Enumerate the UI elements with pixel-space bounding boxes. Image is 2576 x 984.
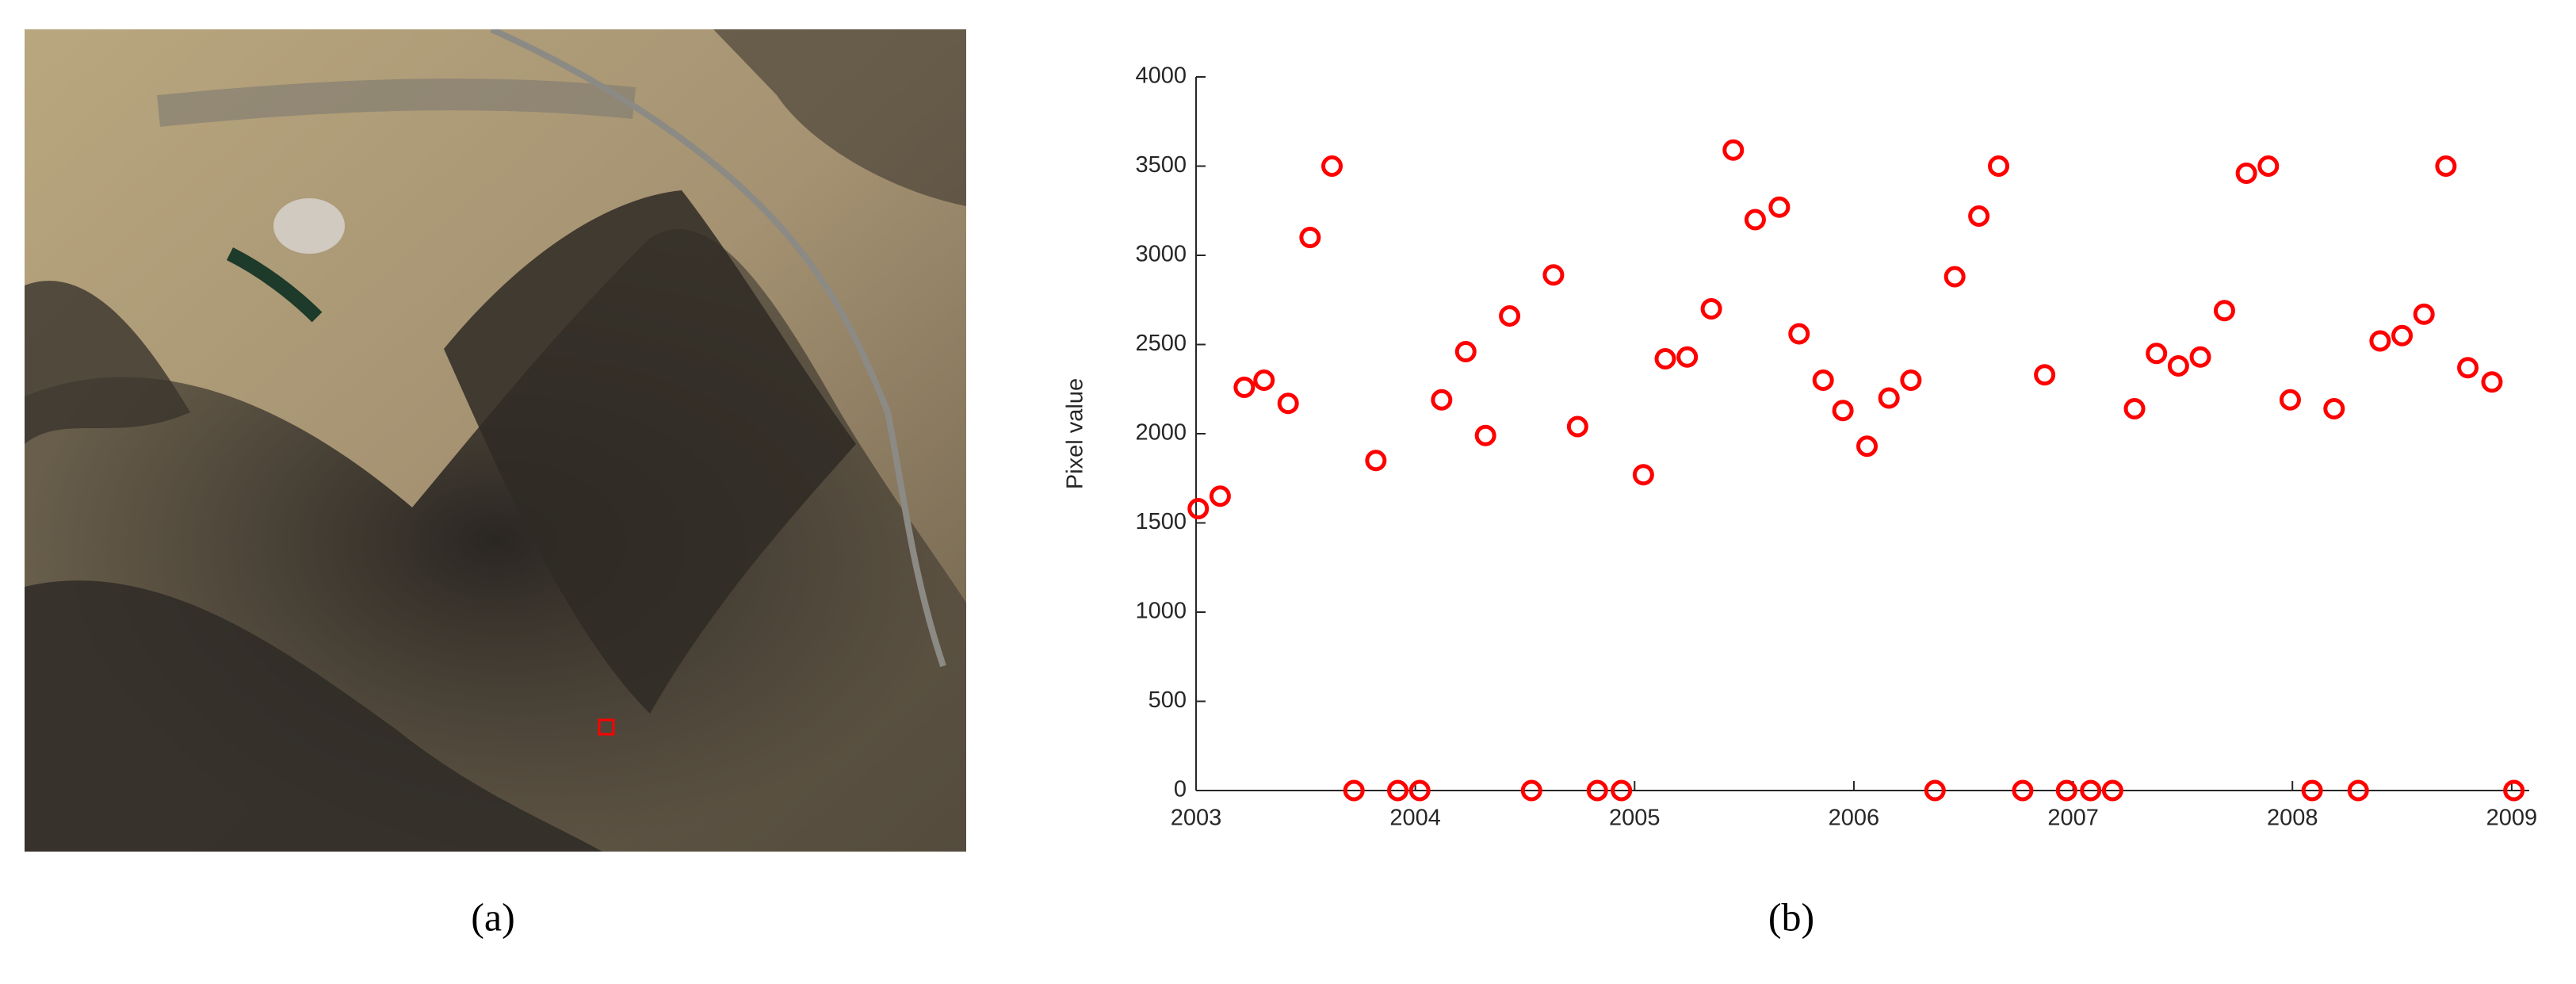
x-tick-label: 2009	[2486, 806, 2538, 831]
data-point	[1812, 369, 1834, 391]
data-point	[2347, 779, 2369, 802]
data-point	[1299, 227, 1321, 248]
data-point	[1988, 155, 2010, 177]
data-point	[1474, 424, 1496, 446]
data-point	[2235, 163, 2257, 184]
data-point	[1832, 400, 1854, 422]
data-point	[2257, 155, 2280, 177]
data-point	[1365, 450, 1387, 472]
data-point	[1943, 266, 1966, 288]
y-axis-label: Pixel value	[1063, 378, 1088, 489]
data-point	[2123, 398, 2146, 419]
panel-label: (b)	[1768, 894, 1814, 939]
data-point	[2481, 371, 2503, 393]
x-tick-label: 2005	[1609, 806, 1661, 831]
data-point	[1187, 498, 1210, 519]
x-tick-label: 2003	[1171, 806, 1222, 831]
satellite-image	[25, 29, 966, 852]
data-point	[1542, 264, 1565, 286]
data-point	[2189, 346, 2211, 368]
data-point	[1321, 155, 1343, 177]
data-point	[2012, 779, 2034, 802]
data-point	[1431, 389, 1453, 411]
panel-label: (a)	[471, 894, 515, 939]
data-point	[2457, 357, 2479, 379]
data-point	[1654, 348, 1676, 369]
data-point	[2301, 779, 2323, 802]
data-point	[1277, 392, 1299, 415]
data-point	[1343, 779, 1365, 802]
y-tick-label: 1500	[1135, 509, 1187, 534]
data-point	[2369, 330, 2391, 352]
x-tick-label: 2004	[1389, 806, 1441, 831]
data-point	[2279, 389, 2301, 411]
data-point	[2213, 300, 2235, 322]
data-point	[1700, 298, 1722, 320]
data-point	[1586, 779, 1608, 802]
data-point	[1722, 139, 1745, 161]
data-point	[1566, 415, 1588, 438]
y-tick-label: 0	[1174, 777, 1187, 802]
data-point	[2503, 779, 2525, 802]
data-point	[1253, 369, 1275, 391]
data-point	[2034, 364, 2056, 386]
data-point	[1768, 196, 1791, 218]
y-tick-label: 3500	[1135, 152, 1187, 178]
data-point	[1744, 209, 1766, 231]
data-point	[1676, 346, 1699, 368]
data-point	[1499, 305, 1521, 327]
data-point	[1408, 779, 1431, 802]
data-point	[2055, 779, 2077, 802]
data-point	[1900, 369, 1922, 391]
data-point	[1856, 435, 1878, 458]
y-tick-label: 3000	[1135, 242, 1187, 267]
data-point	[2435, 155, 2457, 177]
data-point	[1209, 485, 1231, 507]
data-point	[1788, 323, 1810, 345]
data-point	[1454, 341, 1477, 362]
y-tick-label: 4000	[1135, 63, 1187, 89]
x-tick-label: 2006	[1829, 806, 1880, 831]
data-point	[2391, 324, 2414, 347]
data-point	[1611, 779, 1633, 802]
y-tick-label: 1000	[1135, 599, 1187, 624]
data-point	[2323, 398, 2345, 419]
data-point	[1924, 779, 1946, 802]
data-point	[1968, 205, 1990, 227]
data-point	[1878, 387, 1900, 409]
data-point	[1632, 464, 1654, 486]
data-point	[2080, 779, 2102, 802]
data-point	[2167, 355, 2189, 377]
x-tick-label: 2007	[2047, 806, 2099, 831]
x-tick-label: 2008	[2267, 806, 2318, 831]
data-point	[2413, 303, 2435, 325]
y-tick-label: 2500	[1135, 331, 1187, 356]
data-point	[2101, 779, 2123, 802]
data-point	[2146, 343, 2168, 365]
data-point	[1233, 377, 1256, 398]
y-tick-label: 2000	[1135, 420, 1187, 446]
data-point	[1520, 779, 1542, 802]
y-tick-label: 500	[1148, 687, 1187, 713]
data-point	[1387, 779, 1409, 802]
